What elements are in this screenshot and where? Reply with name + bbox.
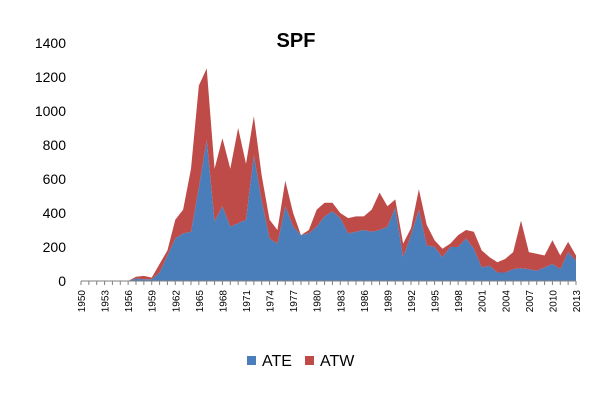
legend-label-ate: ATE xyxy=(262,353,292,370)
x-tick-label: 2013 xyxy=(572,290,583,313)
y-tick-label: 1200 xyxy=(35,69,66,85)
x-tick-label: 1965 xyxy=(195,290,206,313)
plot-area xyxy=(81,68,576,281)
y-tick-label: 800 xyxy=(43,137,67,153)
y-tick-label: 200 xyxy=(43,239,67,255)
x-tick-label: 1953 xyxy=(101,290,112,313)
x-tick-label: 2010 xyxy=(548,290,559,313)
x-tick-label: 1977 xyxy=(289,290,300,313)
x-tick-label: 1986 xyxy=(360,290,371,313)
x-tick-label: 1992 xyxy=(407,290,418,313)
x-tick-label: 1950 xyxy=(77,290,88,313)
y-axis: 0 200 400 600 800 1000 1200 1400 xyxy=(35,35,66,289)
x-tick-label: 1989 xyxy=(383,290,394,313)
x-tick-label: 1959 xyxy=(148,290,159,313)
chart-title: SPF xyxy=(277,30,316,52)
x-tick-label: 1968 xyxy=(218,290,229,313)
x-tick-label: 2004 xyxy=(501,290,512,313)
area-series-atw xyxy=(81,68,576,281)
area-series-ate xyxy=(81,139,576,281)
x-tick-label: 1998 xyxy=(454,290,465,313)
x-axis: 1950 1953 1956 1959 1962 1965 1968 1971 1974 1977… xyxy=(77,281,583,312)
y-tick-label: 1400 xyxy=(35,35,66,51)
x-tick-label: 1974 xyxy=(266,290,277,313)
legend: ATE ATW xyxy=(247,353,355,370)
x-tick-label: 2007 xyxy=(525,290,536,313)
y-tick-label: 400 xyxy=(43,205,67,221)
y-tick-label: 600 xyxy=(43,171,67,187)
x-tick-label: 2001 xyxy=(478,290,489,313)
x-tick-label: 1995 xyxy=(431,290,442,313)
x-tick-label: 1962 xyxy=(171,290,182,313)
x-tick-label: 1983 xyxy=(336,290,347,313)
y-tick-label: 1000 xyxy=(35,103,66,119)
legend-swatch-atw xyxy=(305,356,314,365)
legend-label-atw: ATW xyxy=(320,353,355,370)
x-tick-label: 1971 xyxy=(242,290,253,313)
y-tick-label: 0 xyxy=(58,273,66,289)
x-tick-label: 1980 xyxy=(313,290,324,313)
x-tick-label: 1956 xyxy=(124,290,135,313)
legend-swatch-ate xyxy=(247,356,256,365)
